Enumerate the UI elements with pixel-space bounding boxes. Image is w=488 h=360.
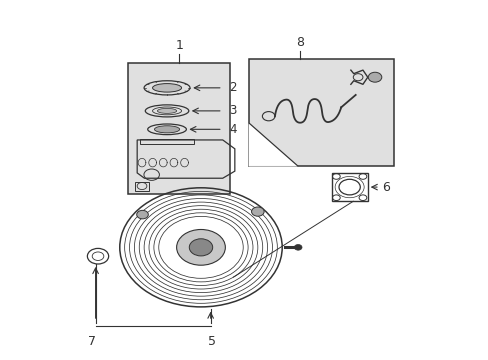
Bar: [249, 59, 393, 166]
Circle shape: [189, 239, 212, 256]
Text: 6: 6: [382, 181, 389, 194]
Circle shape: [137, 210, 148, 219]
Text: 7: 7: [87, 335, 96, 348]
Text: 2: 2: [228, 81, 236, 94]
Ellipse shape: [154, 126, 179, 133]
Circle shape: [251, 207, 264, 216]
Polygon shape: [249, 123, 297, 166]
Text: 4: 4: [228, 123, 236, 136]
Text: 8: 8: [296, 36, 304, 49]
Bar: [135, 182, 149, 191]
Circle shape: [176, 229, 225, 265]
Bar: [128, 63, 229, 194]
Ellipse shape: [157, 108, 176, 113]
Circle shape: [367, 72, 381, 82]
Text: 1: 1: [175, 39, 183, 53]
Circle shape: [294, 244, 302, 250]
Ellipse shape: [152, 84, 181, 92]
Bar: [140, 139, 193, 144]
Text: 5: 5: [208, 335, 216, 348]
Bar: [331, 173, 367, 201]
Text: 3: 3: [228, 104, 236, 117]
